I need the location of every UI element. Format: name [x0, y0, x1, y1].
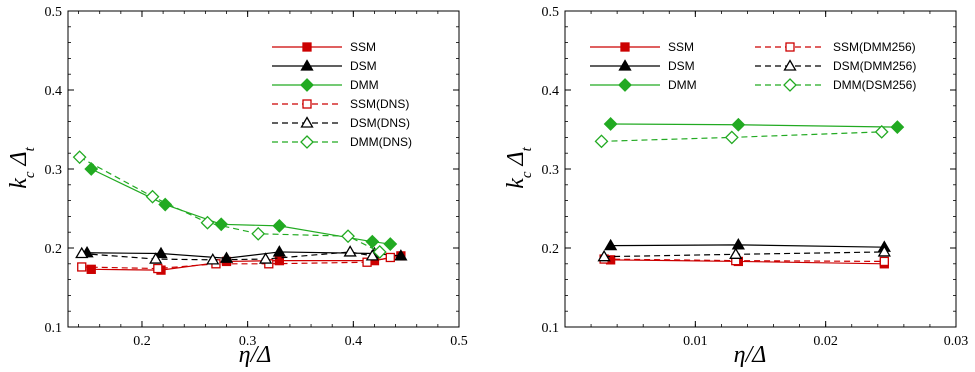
series-line	[601, 131, 882, 142]
data-point	[153, 263, 163, 274]
data-point	[603, 117, 618, 131]
left-x-axis-label: η/Δ	[239, 342, 272, 368]
legend-label: SSM(DMM256)	[833, 40, 916, 54]
legend-marker	[302, 42, 312, 52]
y-tick-label: 0.3	[45, 163, 63, 178]
legend-label: SSM	[350, 40, 376, 54]
right-series-layer	[594, 117, 905, 269]
data-point	[145, 189, 160, 204]
data-point	[200, 215, 215, 230]
y-tick-label: 0.4	[542, 84, 560, 99]
data-point	[75, 246, 89, 259]
x-tick-label: 0.01	[683, 334, 708, 349]
data-point	[84, 162, 99, 176]
legend-label: DSM(DNS)	[350, 116, 410, 130]
data-point	[731, 238, 745, 250]
data-point	[394, 249, 408, 261]
right-legend: SSM DSM DMM SSM(DMM256) DSM(DMM256) DMM(DSM25…	[590, 40, 916, 92]
data-point	[72, 150, 87, 165]
legend-label: SSM(DNS)	[350, 97, 409, 111]
data-point	[272, 218, 287, 233]
data-point	[874, 124, 889, 139]
data-point	[879, 256, 889, 267]
y-tick-label: 0.2	[542, 242, 560, 257]
data-point	[154, 246, 168, 259]
right-panel: 0.10.20.30.40.50.01 0.02 0.03 SSMDSMDMMSSM…	[503, 5, 968, 368]
data-point	[258, 252, 273, 264]
legend-marker	[618, 59, 632, 71]
legend-marker	[783, 78, 797, 92]
left-plot-frame	[67, 10, 460, 328]
y-tick-label: 0.1	[542, 321, 560, 336]
left-legend: SSM DSM DMM SSM(DNS) DSM(DNS) DMM(DNS)	[272, 40, 412, 149]
series-line	[610, 244, 885, 248]
data-point	[206, 253, 220, 265]
legend-label: DMM	[350, 78, 379, 92]
x-tick-label: 0.03	[944, 334, 969, 349]
y-tick-label: 0.4	[45, 84, 63, 99]
legend-marker	[785, 42, 795, 52]
data-point	[731, 117, 746, 132]
data-point	[77, 262, 87, 272]
series-line	[604, 251, 885, 258]
left-tick-layer: 0.1 0.2 0.3 0.4 0.5 0.2 0.3 0.4 0.5	[45, 5, 468, 349]
x-tick-label: 0.2	[133, 334, 151, 349]
y-tick-label: 0.5	[542, 5, 560, 20]
data-point	[365, 234, 380, 249]
data-point	[214, 217, 229, 232]
series-line	[79, 156, 381, 253]
data-point	[890, 120, 905, 135]
data-point	[341, 229, 355, 244]
right-x-axis-label: η/Δ	[734, 342, 767, 368]
legend-marker	[300, 78, 314, 92]
data-point	[383, 237, 398, 251]
x-tick-label: 0.5	[450, 334, 468, 349]
legend-label: DMM(DNS)	[350, 135, 412, 149]
data-point	[362, 257, 372, 267]
data-point	[251, 226, 266, 241]
legend-marker	[783, 59, 797, 71]
left-panel: 0.10.20.30.40.50.2 0.3 0.4 0.5 SSMDSMDMMSSM…	[6, 5, 468, 368]
data-point	[274, 255, 285, 266]
y-tick-label: 0.2	[45, 242, 63, 257]
data-point	[594, 134, 609, 149]
legend-label: DMM(DSM256)	[833, 78, 916, 92]
data-point	[365, 249, 379, 261]
data-point	[724, 130, 739, 145]
legend-marker	[620, 42, 630, 52]
data-point	[597, 249, 611, 262]
data-point	[86, 264, 96, 274]
x-tick-label: 0.4	[345, 334, 363, 349]
data-point	[343, 245, 357, 257]
x-tick-label: 0.3	[239, 334, 257, 349]
legend-label: DSM(DMM256)	[833, 59, 916, 73]
data-point	[385, 252, 395, 263]
legend-label: DMM	[668, 78, 697, 92]
legend-label: SSM	[668, 40, 694, 54]
legend-marker	[302, 99, 312, 109]
series-line	[81, 256, 391, 270]
y-tick-label: 0.3	[542, 163, 560, 178]
data-point	[149, 252, 163, 264]
left-y-axis-label: kc Δt	[6, 146, 38, 188]
legend-label: DSM	[668, 59, 695, 73]
left-series-layer	[72, 150, 408, 275]
data-point	[877, 245, 891, 257]
legend-marker	[618, 78, 632, 92]
data-point	[603, 238, 618, 251]
data-point	[272, 245, 286, 257]
legend-marker	[300, 135, 314, 149]
legend-marker	[300, 59, 314, 71]
series-line	[610, 123, 898, 128]
y-tick-label: 0.5	[45, 5, 63, 20]
data-point	[729, 247, 743, 259]
y-tick-label: 0.1	[45, 321, 63, 336]
x-tick-label: 0.02	[813, 334, 838, 349]
legend-marker	[300, 116, 314, 128]
right-tick-layer: 0.1 0.2 0.3 0.4 0.5 0.01 0.02 0.03	[542, 5, 969, 349]
data-point	[372, 245, 387, 259]
legend-label: DSM	[350, 59, 377, 73]
right-y-axis-label: kc Δt	[503, 146, 535, 188]
